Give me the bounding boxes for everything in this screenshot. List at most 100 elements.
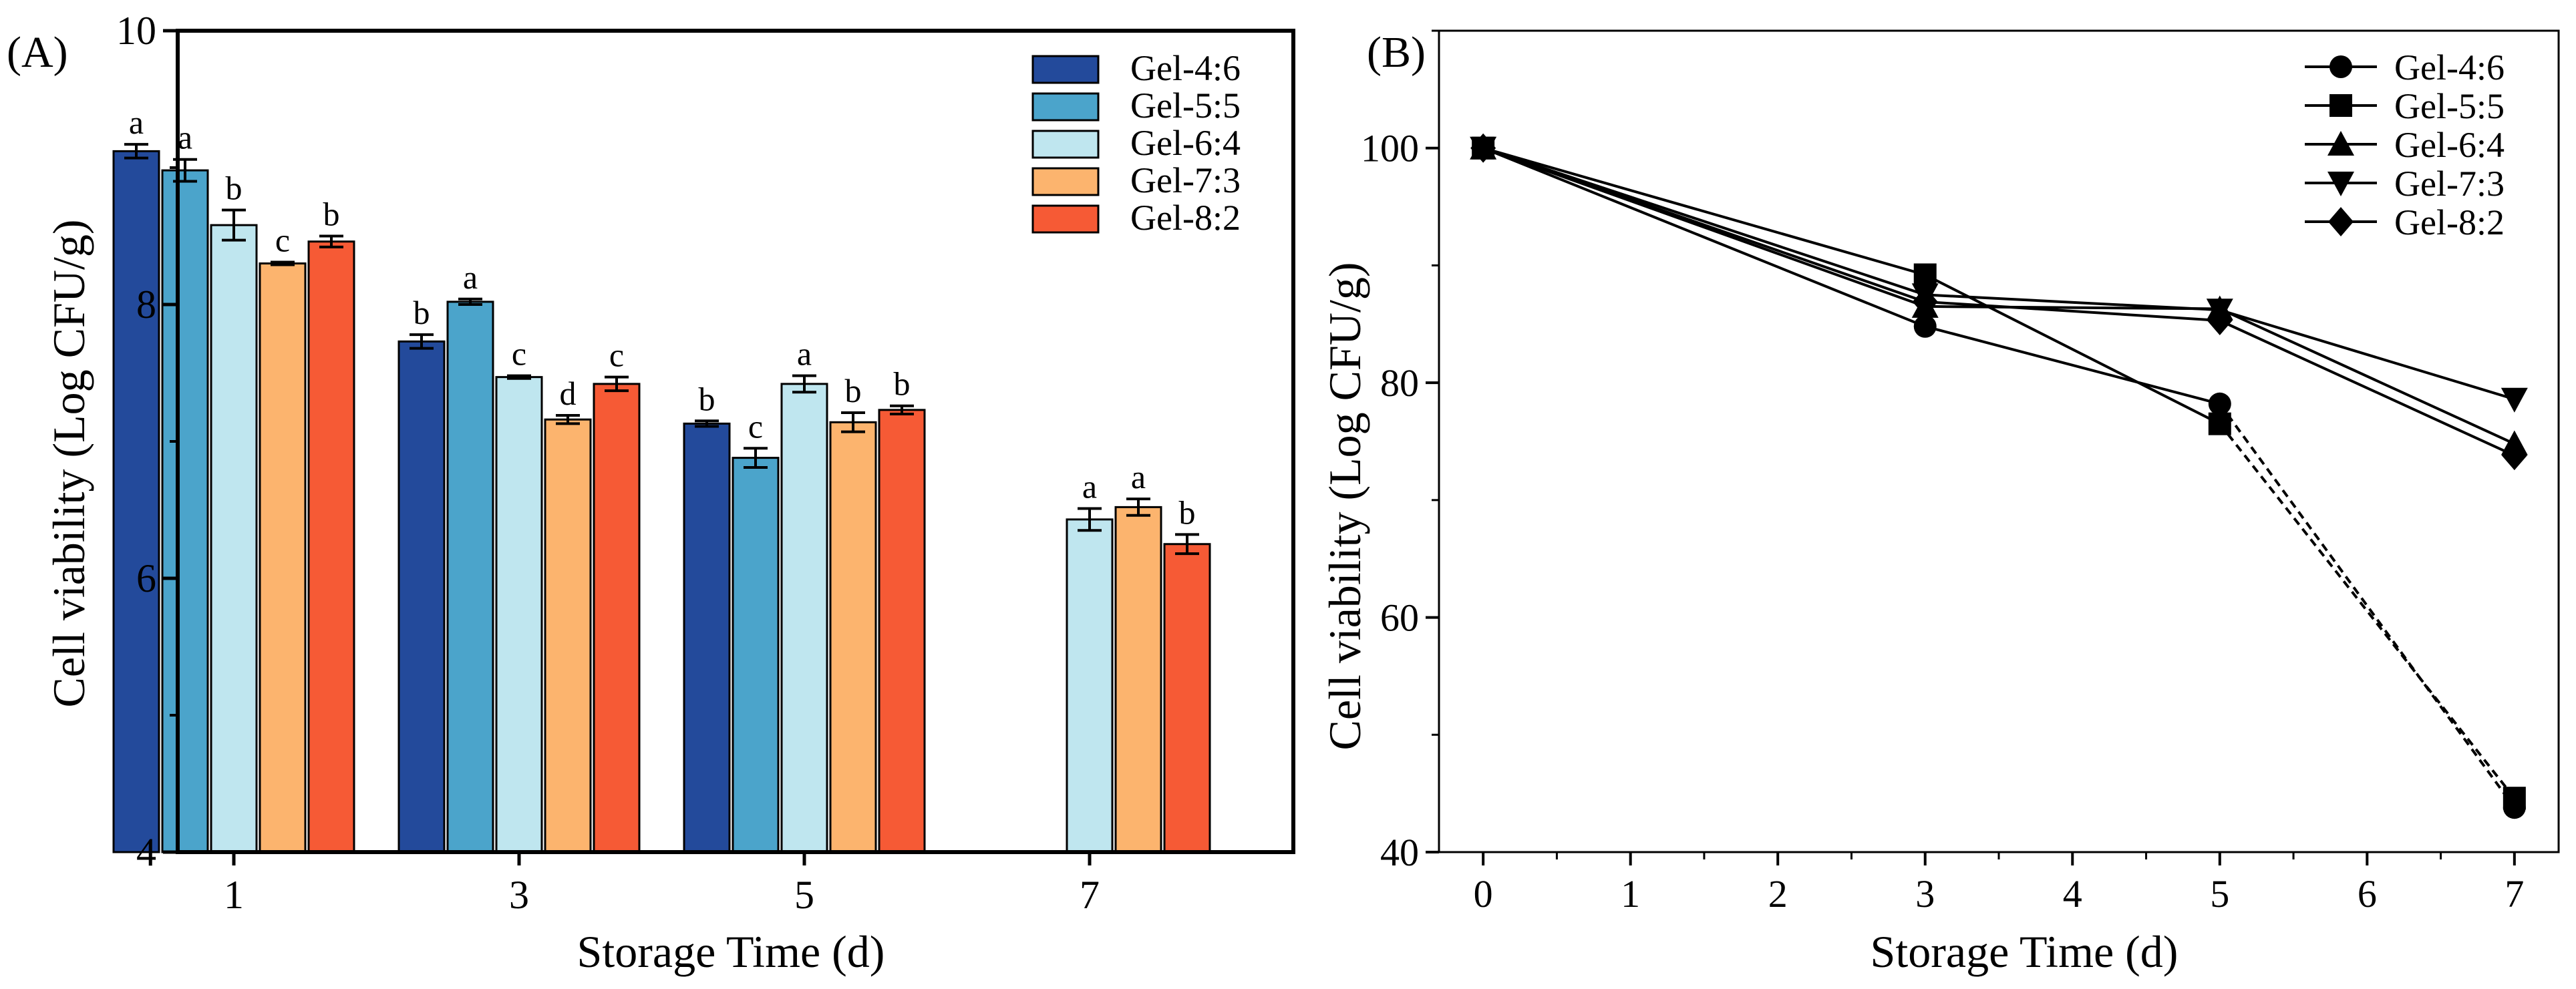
legend-swatch-gel-8-2	[1031, 204, 1100, 234]
legend-marker-gel-5-5	[2329, 94, 2352, 117]
legend-swatch-gel-5-5	[1031, 92, 1100, 122]
panel-b-x-ticks: 0 1 2 3 4 5 6 7	[1474, 852, 2524, 916]
significance-letter-gel-8-2-day-7: b	[1179, 493, 1196, 531]
error-bar-gel-7-3-day-1	[271, 260, 295, 266]
significance-letter-gel-7-3-day-1: c	[275, 221, 290, 258]
legend-marker-gel-7-3	[2327, 172, 2354, 196]
error-bar-gel-4-6-day-5	[695, 419, 719, 428]
legend-label-gel-8-2: Gel-8:2	[1130, 198, 1241, 238]
significance-letter-gel-5-5-day-3: a	[463, 258, 478, 296]
legend-label-gel-7-3: Gel-7:3	[2394, 164, 2505, 204]
legend-swatch-gel-6-4	[1031, 130, 1100, 159]
panel-a-x-ticks: 1 3 5 7	[224, 852, 1100, 917]
bar-gel-5-5-day-5	[732, 457, 780, 853]
bar-gel-8-2-day-5	[878, 409, 926, 853]
error-bar-gel-8-2-day-1	[319, 234, 343, 248]
error-bar-gel-6-4-day-1	[222, 208, 246, 242]
significance-letter-gel-4-6-day-3: b	[414, 294, 430, 331]
significance-letter-gel-6-4-day-3: c	[512, 335, 526, 373]
significance-letter-gel-8-2-day-5: b	[894, 365, 911, 403]
error-bar-gel-5-5-day-3	[458, 297, 482, 306]
panel-a-bars	[112, 150, 1211, 853]
x-tick-label-6: 6	[2358, 872, 2377, 916]
y-tick-label-8: 8	[136, 282, 156, 327]
error-bar-gel-8-2-day-5	[890, 404, 914, 415]
panel-a-error-bars	[124, 143, 1199, 556]
legend-marker-gel-6-4	[2327, 131, 2354, 156]
x-tick-label-5: 5	[2210, 872, 2229, 916]
line-gel-7-3	[1482, 146, 2515, 401]
significance-letter-gel-6-4-day-5: a	[797, 335, 812, 373]
line-gel-6-4	[1482, 146, 2515, 445]
panel-a-y-axis-label: Cell viability (Log CFU/g)	[43, 220, 94, 708]
significance-letter-gel-7-3-day-5: b	[845, 372, 862, 409]
significance-letter-gel-6-4-day-1: b	[226, 170, 243, 207]
panel-b-x-axis-label: Storage Time (d)	[1871, 926, 2179, 977]
bar-gel-6-4-day-1	[210, 224, 258, 853]
panel-b-label: (B)	[1367, 28, 1426, 77]
panel-b-markers	[1470, 133, 2528, 819]
panel-a-label: (A)	[7, 28, 68, 77]
error-bar-gel-6-4-day-5	[792, 374, 816, 394]
legend-label-gel-5-5: Gel-5:5	[1130, 85, 1241, 126]
bar-gel-6-4-day-5	[780, 383, 828, 853]
x-tick-label-5: 5	[794, 873, 814, 917]
panel-a-bar-chart: (A) Cell viability (Log CFU/g) Storage T…	[7, 9, 1295, 977]
significance-letter-gel-5-5-day-1: a	[178, 119, 192, 156]
dashed-line-gel-5-5	[2219, 423, 2516, 799]
significance-letter-gel-4-6-day-5: b	[699, 380, 715, 417]
panel-b-plot-frame	[1438, 29, 2560, 853]
error-bar-gel-8-2-day-3	[605, 375, 629, 393]
x-tick-label-1: 1	[1621, 872, 1640, 916]
marker-gel-7-3-day-7	[2501, 387, 2528, 413]
legend-label-gel-5-5: Gel-5:5	[2394, 86, 2505, 126]
significance-letter-gel-8-2-day-1: b	[323, 196, 340, 233]
significance-letter-gel-8-2-day-3: c	[609, 337, 624, 374]
x-tick-label-4: 4	[2063, 872, 2082, 916]
panel-b-series-lines	[1482, 146, 2516, 809]
x-tick-label-3: 3	[1915, 872, 1935, 916]
significance-letter-gel-7-3-day-7: a	[1131, 458, 1146, 496]
panel-a-x-axis-label: Storage Time (d)	[577, 926, 885, 977]
bar-gel-6-4-day-3	[495, 376, 543, 853]
bar-gel-7-3-day-1	[259, 262, 307, 853]
error-bar-gel-7-3-day-5	[841, 411, 865, 433]
significance-letter-gel-7-3-day-3: d	[560, 375, 577, 412]
marker-gel-4-6-day-3	[1913, 315, 1937, 338]
error-bar-gel-6-4-day-7	[1078, 507, 1102, 532]
x-tick-label-7: 7	[1080, 873, 1100, 917]
bar-gel-8-2-day-1	[307, 240, 355, 853]
marker-gel-4-6-day-5	[2208, 392, 2231, 415]
marker-gel-5-5-day-7	[2503, 787, 2526, 810]
legend-label-gel-7-3: Gel-7:3	[1130, 160, 1241, 200]
legend-label-gel-6-4: Gel-6:4	[1130, 123, 1241, 163]
bar-gel-7-3-day-5	[829, 421, 877, 853]
panel-b-line-chart: (B) Cell viability (Log CFU/g) Storage T…	[1319, 28, 2560, 977]
significance-letter-gel-6-4-day-7: a	[1082, 467, 1097, 505]
error-bar-gel-5-5-day-5	[744, 447, 768, 469]
x-tick-label-0: 0	[1474, 872, 1493, 916]
legend-label-gel-6-4: Gel-6:4	[2394, 125, 2505, 165]
error-bar-gel-7-3-day-7	[1126, 498, 1150, 517]
panel-a-y-ticks: 4 6 8 10	[116, 9, 178, 874]
marker-gel-8-2-day-3	[1912, 286, 1938, 317]
bar-gel-4-6-day-5	[683, 422, 731, 853]
line-gel-5-5	[1482, 146, 2221, 425]
legend-swatch-gel-4-6	[1031, 55, 1100, 84]
bar-gel-8-2-day-3	[593, 383, 641, 853]
bar-gel-5-5-day-3	[446, 301, 494, 853]
marker-gel-8-2-day-5	[2207, 306, 2233, 336]
line-gel-8-2	[1482, 146, 2515, 457]
x-tick-label-1: 1	[224, 873, 244, 917]
y-tick-label-100: 100	[1361, 127, 1419, 170]
bar-gel-8-2-day-7	[1163, 543, 1211, 853]
marker-gel-5-5-day-5	[2208, 412, 2231, 435]
bar-gel-7-3-day-7	[1114, 506, 1162, 853]
marker-gel-5-5-day-3	[1913, 263, 1937, 286]
y-tick-label-4: 4	[136, 830, 156, 874]
significance-letter-gel-4-6-day-1: a	[129, 104, 144, 141]
y-tick-label-6: 6	[136, 556, 156, 600]
